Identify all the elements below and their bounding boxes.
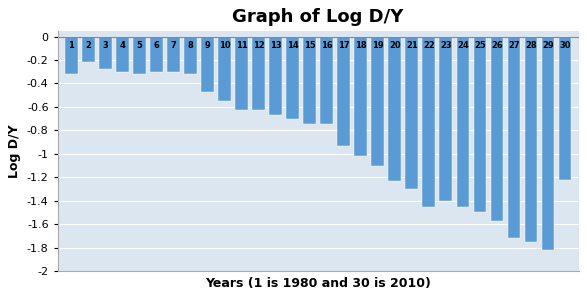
Text: 7: 7 — [171, 41, 176, 50]
Bar — [167, 37, 180, 72]
Bar — [372, 37, 384, 166]
Bar — [440, 37, 452, 201]
Text: 10: 10 — [219, 41, 230, 50]
Bar — [218, 37, 231, 101]
Bar — [474, 37, 486, 212]
Bar — [355, 37, 367, 156]
Bar — [303, 37, 316, 125]
Bar — [150, 37, 163, 72]
Text: 1: 1 — [68, 41, 74, 50]
Text: 5: 5 — [136, 41, 142, 50]
Bar — [389, 37, 401, 181]
Title: Graph of Log D/Y: Graph of Log D/Y — [232, 8, 404, 26]
Text: 29: 29 — [542, 41, 554, 50]
Text: 16: 16 — [321, 41, 333, 50]
Text: 11: 11 — [235, 41, 248, 50]
Bar — [406, 37, 418, 189]
Bar — [525, 37, 537, 242]
Bar — [559, 37, 571, 180]
Text: 28: 28 — [525, 41, 537, 50]
Text: 26: 26 — [491, 41, 503, 50]
Text: 12: 12 — [252, 41, 265, 50]
Text: 14: 14 — [287, 41, 299, 50]
Bar — [542, 37, 554, 250]
Bar — [184, 37, 197, 74]
Text: 4: 4 — [119, 41, 125, 50]
Bar — [201, 37, 214, 92]
Bar — [491, 37, 503, 221]
Bar — [286, 37, 299, 119]
Bar — [508, 37, 520, 238]
Bar — [321, 37, 333, 125]
Bar — [82, 37, 95, 62]
Text: 27: 27 — [508, 41, 519, 50]
Text: 9: 9 — [205, 41, 210, 50]
Bar — [457, 37, 469, 207]
Bar — [235, 37, 248, 111]
Text: 21: 21 — [406, 41, 418, 50]
Text: 22: 22 — [423, 41, 435, 50]
Bar — [423, 37, 435, 207]
X-axis label: Years (1 is 1980 and 30 is 2010): Years (1 is 1980 and 30 is 2010) — [205, 277, 431, 290]
Text: 17: 17 — [338, 41, 349, 50]
Bar — [133, 37, 146, 74]
Text: 13: 13 — [270, 41, 281, 50]
Bar — [252, 37, 265, 111]
Bar — [65, 37, 77, 74]
Bar — [338, 37, 350, 146]
Bar — [99, 37, 112, 69]
Text: 20: 20 — [389, 41, 400, 50]
Text: 24: 24 — [457, 41, 469, 50]
Text: 6: 6 — [153, 41, 159, 50]
Text: 3: 3 — [103, 41, 108, 50]
Text: 15: 15 — [304, 41, 316, 50]
Bar — [116, 37, 129, 72]
Bar — [269, 37, 282, 115]
Text: 18: 18 — [355, 41, 366, 50]
Text: 30: 30 — [559, 41, 571, 50]
Text: 2: 2 — [85, 41, 91, 50]
Text: 19: 19 — [372, 41, 383, 50]
Y-axis label: Log D/Y: Log D/Y — [8, 124, 21, 178]
Text: 8: 8 — [188, 41, 193, 50]
Text: 23: 23 — [440, 41, 451, 50]
Text: 25: 25 — [474, 41, 486, 50]
